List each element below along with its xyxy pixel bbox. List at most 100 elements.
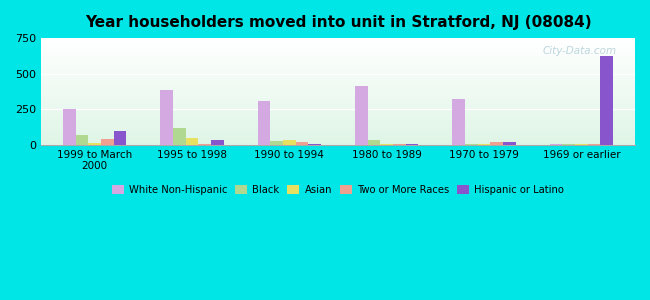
Bar [41,97,635,98]
Bar [550,143,562,145]
Bar [283,140,296,145]
Bar [41,40,635,41]
Bar [101,139,114,145]
Bar [41,65,635,66]
Bar [41,139,635,140]
Bar [41,57,635,58]
Bar [478,144,490,145]
Bar [41,76,635,77]
Legend: White Non-Hispanic, Black, Asian, Two or More Races, Hispanic or Latino: White Non-Hispanic, Black, Asian, Two or… [108,181,568,199]
Bar [41,109,635,110]
Bar [41,68,635,69]
Bar [88,143,101,145]
Bar [41,99,635,100]
Bar [588,144,601,145]
Bar [41,118,635,119]
Bar [41,47,635,48]
Bar [41,98,635,99]
Bar [41,106,635,107]
Bar [41,46,635,47]
Bar [41,83,635,84]
Bar [41,126,635,127]
Bar [41,113,635,114]
Bar [41,95,635,96]
Bar [41,137,635,138]
Bar [41,53,635,54]
Bar [41,130,635,131]
Bar [41,41,635,42]
Bar [41,58,635,59]
Bar [41,104,635,105]
Bar [41,77,635,78]
Bar [41,129,635,130]
Bar [41,59,635,60]
Bar [41,96,635,97]
Bar [41,64,635,65]
Bar [41,42,635,43]
Bar [41,115,635,116]
Bar [211,140,224,145]
Bar [41,133,635,134]
Bar [41,86,635,87]
Bar [41,111,635,112]
Bar [41,54,635,55]
Bar [601,56,613,145]
Bar [41,39,635,40]
Bar [41,105,635,106]
Bar [41,62,635,63]
Bar [41,92,635,93]
Bar [41,125,635,126]
Bar [41,44,635,45]
Bar [41,102,635,103]
Bar [41,143,635,144]
Bar [380,144,393,145]
Bar [41,72,635,73]
Bar [114,131,126,145]
Bar [41,127,635,128]
Bar [575,144,588,145]
Bar [355,86,368,145]
Bar [308,143,321,145]
Bar [41,80,635,81]
Bar [41,142,635,143]
Bar [490,142,503,145]
Bar [41,66,635,67]
Bar [270,141,283,145]
Bar [41,114,635,115]
Bar [41,112,635,113]
Bar [393,144,406,145]
Bar [41,144,635,145]
Bar [41,49,635,50]
Bar [41,100,635,101]
Bar [41,85,635,86]
Bar [41,108,635,109]
Bar [41,84,635,85]
Bar [41,90,635,91]
Bar [41,56,635,57]
Bar [41,94,635,95]
Bar [406,143,419,145]
Bar [41,78,635,79]
Bar [41,124,635,125]
Bar [41,135,635,136]
Bar [41,45,635,46]
Bar [41,61,635,62]
Bar [41,121,635,122]
Title: Year householders moved into unit in Stratford, NJ (08084): Year householders moved into unit in Str… [84,15,592,30]
Bar [41,138,635,139]
Bar [41,117,635,118]
Bar [41,103,635,104]
Bar [41,134,635,135]
Bar [41,82,635,83]
Bar [41,43,635,44]
Bar [41,110,635,111]
Bar [41,128,635,129]
Bar [41,52,635,53]
Bar [41,48,635,49]
Bar [173,128,186,145]
Bar [198,143,211,145]
Bar [41,107,635,108]
Bar [41,67,635,68]
Bar [41,50,635,51]
Bar [41,71,635,72]
